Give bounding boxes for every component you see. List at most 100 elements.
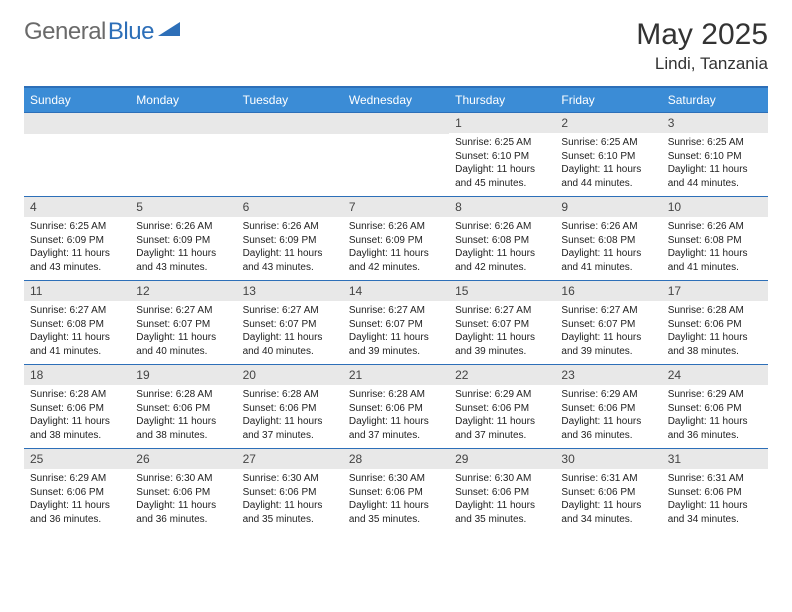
sunrise-text: Sunrise: 6:29 AM [455,388,549,402]
sunrise-text: Sunrise: 6:27 AM [30,304,124,318]
day-details: Sunrise: 6:30 AMSunset: 6:06 PMDaylight:… [130,469,236,532]
sunset-text: Sunset: 6:09 PM [349,234,443,248]
day-details: Sunrise: 6:29 AMSunset: 6:06 PMDaylight:… [662,385,768,448]
day-details: Sunrise: 6:27 AMSunset: 6:08 PMDaylight:… [24,301,130,364]
calendar-header-row: Sunday Monday Tuesday Wednesday Thursday… [24,87,768,113]
calendar-week-row: 18Sunrise: 6:28 AMSunset: 6:06 PMDayligh… [24,365,768,449]
daylight-text: Daylight: 11 hours and 41 minutes. [561,247,655,274]
sunset-text: Sunset: 6:07 PM [561,318,655,332]
day-details: Sunrise: 6:27 AMSunset: 6:07 PMDaylight:… [555,301,661,364]
location-label: Lindi, Tanzania [636,54,768,74]
sunrise-text: Sunrise: 6:25 AM [30,220,124,234]
calendar-week-row: 4Sunrise: 6:25 AMSunset: 6:09 PMDaylight… [24,197,768,281]
sunrise-text: Sunrise: 6:26 AM [243,220,337,234]
day-details [343,134,449,143]
calendar-week-row: 11Sunrise: 6:27 AMSunset: 6:08 PMDayligh… [24,281,768,365]
daylight-text: Daylight: 11 hours and 42 minutes. [349,247,443,274]
day-number: 20 [237,365,343,385]
sunrise-text: Sunrise: 6:31 AM [668,472,762,486]
calendar-day-cell: 28Sunrise: 6:30 AMSunset: 6:06 PMDayligh… [343,449,449,533]
daylight-text: Daylight: 11 hours and 42 minutes. [455,247,549,274]
day-header-thu: Thursday [449,87,555,113]
sunset-text: Sunset: 6:08 PM [668,234,762,248]
logo: GeneralBlue [24,18,180,46]
sunset-text: Sunset: 6:07 PM [243,318,337,332]
sunset-text: Sunset: 6:06 PM [561,402,655,416]
daylight-text: Daylight: 11 hours and 41 minutes. [668,247,762,274]
day-details: Sunrise: 6:28 AMSunset: 6:06 PMDaylight:… [662,301,768,364]
day-number: 19 [130,365,236,385]
daylight-text: Daylight: 11 hours and 39 minutes. [561,331,655,358]
day-details: Sunrise: 6:30 AMSunset: 6:06 PMDaylight:… [237,469,343,532]
sunset-text: Sunset: 6:06 PM [30,402,124,416]
daylight-text: Daylight: 11 hours and 39 minutes. [455,331,549,358]
daylight-text: Daylight: 11 hours and 43 minutes. [136,247,230,274]
day-details: Sunrise: 6:26 AMSunset: 6:09 PMDaylight:… [343,217,449,280]
daylight-text: Daylight: 11 hours and 38 minutes. [136,415,230,442]
day-details: Sunrise: 6:27 AMSunset: 6:07 PMDaylight:… [343,301,449,364]
sunrise-text: Sunrise: 6:30 AM [349,472,443,486]
calendar-week-row: 1Sunrise: 6:25 AMSunset: 6:10 PMDaylight… [24,113,768,197]
day-details: Sunrise: 6:28 AMSunset: 6:06 PMDaylight:… [130,385,236,448]
day-details: Sunrise: 6:26 AMSunset: 6:08 PMDaylight:… [662,217,768,280]
sunset-text: Sunset: 6:07 PM [455,318,549,332]
day-number: 16 [555,281,661,301]
day-details: Sunrise: 6:25 AMSunset: 6:10 PMDaylight:… [555,133,661,196]
daylight-text: Daylight: 11 hours and 43 minutes. [30,247,124,274]
daylight-text: Daylight: 11 hours and 34 minutes. [668,499,762,526]
sunset-text: Sunset: 6:06 PM [243,402,337,416]
sunset-text: Sunset: 6:06 PM [668,486,762,500]
daylight-text: Daylight: 11 hours and 37 minutes. [243,415,337,442]
day-number: 2 [555,113,661,133]
logo-triangle-icon [158,20,180,43]
day-number [130,113,236,134]
day-number: 15 [449,281,555,301]
sunrise-text: Sunrise: 6:29 AM [561,388,655,402]
calendar-day-cell: 18Sunrise: 6:28 AMSunset: 6:06 PMDayligh… [24,365,130,449]
day-number: 17 [662,281,768,301]
calendar-day-cell: 8Sunrise: 6:26 AMSunset: 6:08 PMDaylight… [449,197,555,281]
calendar-day-cell: 4Sunrise: 6:25 AMSunset: 6:09 PMDaylight… [24,197,130,281]
day-number: 29 [449,449,555,469]
sunrise-text: Sunrise: 6:26 AM [136,220,230,234]
day-details: Sunrise: 6:26 AMSunset: 6:09 PMDaylight:… [130,217,236,280]
calendar-week-row: 25Sunrise: 6:29 AMSunset: 6:06 PMDayligh… [24,449,768,533]
day-details [24,134,130,143]
day-number: 11 [24,281,130,301]
day-number: 18 [24,365,130,385]
calendar-day-cell: 14Sunrise: 6:27 AMSunset: 6:07 PMDayligh… [343,281,449,365]
daylight-text: Daylight: 11 hours and 36 minutes. [668,415,762,442]
daylight-text: Daylight: 11 hours and 39 minutes. [349,331,443,358]
sunrise-text: Sunrise: 6:27 AM [243,304,337,318]
calendar-day-cell: 19Sunrise: 6:28 AMSunset: 6:06 PMDayligh… [130,365,236,449]
daylight-text: Daylight: 11 hours and 40 minutes. [136,331,230,358]
daylight-text: Daylight: 11 hours and 41 minutes. [30,331,124,358]
day-details: Sunrise: 6:29 AMSunset: 6:06 PMDaylight:… [449,385,555,448]
sunset-text: Sunset: 6:06 PM [668,402,762,416]
day-number: 30 [555,449,661,469]
daylight-text: Daylight: 11 hours and 36 minutes. [136,499,230,526]
sunrise-text: Sunrise: 6:28 AM [349,388,443,402]
day-header-wed: Wednesday [343,87,449,113]
day-details: Sunrise: 6:25 AMSunset: 6:10 PMDaylight:… [662,133,768,196]
day-header-tue: Tuesday [237,87,343,113]
calendar-table: Sunday Monday Tuesday Wednesday Thursday… [24,86,768,532]
day-header-sat: Saturday [662,87,768,113]
day-details: Sunrise: 6:29 AMSunset: 6:06 PMDaylight:… [24,469,130,532]
day-number: 7 [343,197,449,217]
sunrise-text: Sunrise: 6:29 AM [30,472,124,486]
daylight-text: Daylight: 11 hours and 37 minutes. [349,415,443,442]
sunrise-text: Sunrise: 6:29 AM [668,388,762,402]
day-number: 21 [343,365,449,385]
daylight-text: Daylight: 11 hours and 45 minutes. [455,163,549,190]
sunset-text: Sunset: 6:06 PM [243,486,337,500]
sunset-text: Sunset: 6:06 PM [455,486,549,500]
calendar-day-cell: 6Sunrise: 6:26 AMSunset: 6:09 PMDaylight… [237,197,343,281]
day-number [24,113,130,134]
sunset-text: Sunset: 6:09 PM [243,234,337,248]
calendar-day-cell: 10Sunrise: 6:26 AMSunset: 6:08 PMDayligh… [662,197,768,281]
daylight-text: Daylight: 11 hours and 44 minutes. [668,163,762,190]
logo-text-general: General [24,18,106,46]
calendar-day-cell: 30Sunrise: 6:31 AMSunset: 6:06 PMDayligh… [555,449,661,533]
day-details: Sunrise: 6:29 AMSunset: 6:06 PMDaylight:… [555,385,661,448]
